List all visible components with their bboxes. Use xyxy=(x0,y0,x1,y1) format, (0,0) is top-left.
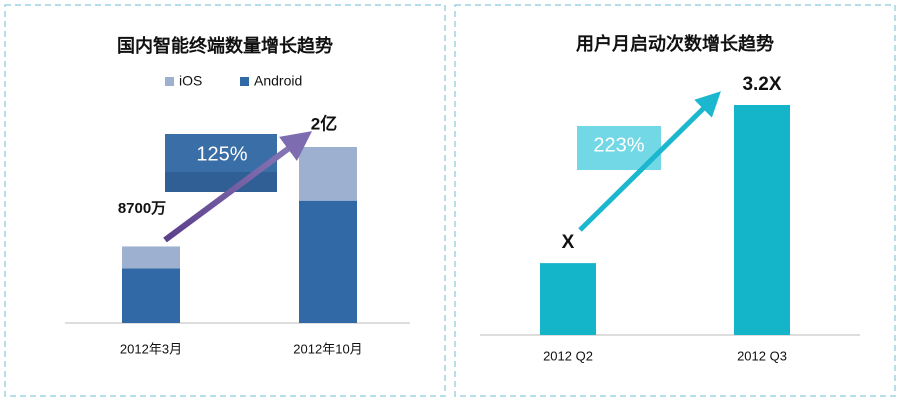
panel-border xyxy=(4,4,446,397)
bar xyxy=(734,105,790,335)
panel-border xyxy=(454,4,896,397)
total-label: 2亿 xyxy=(311,113,337,133)
bar-segment xyxy=(299,200,357,323)
annotation-text: 125% xyxy=(196,143,247,165)
bar-segment xyxy=(122,246,180,269)
legend-label: Android xyxy=(254,73,302,89)
legend-swatch xyxy=(240,77,249,86)
annotation-box-top xyxy=(165,134,277,172)
x-tick-label: 2012年10月 xyxy=(293,341,362,356)
x-tick-label: 2012 Q3 xyxy=(737,348,787,363)
legend-swatch xyxy=(165,77,174,86)
x-tick-label: 2012年3月 xyxy=(120,341,182,356)
bar-segment xyxy=(299,147,357,201)
bar xyxy=(540,263,596,335)
chart-title: 国内智能终端数量增长趋势 xyxy=(117,35,333,56)
total-label: 8700万 xyxy=(118,200,166,217)
value-label: X xyxy=(562,232,575,253)
value-label: 3.2X xyxy=(742,74,781,95)
growth-arrow xyxy=(163,131,313,243)
legend-label: iOS xyxy=(179,73,202,89)
x-tick-label: 2012 Q2 xyxy=(543,348,593,363)
growth-arrow xyxy=(578,91,721,232)
bar-segment xyxy=(122,268,180,323)
annotation-text: 223% xyxy=(593,134,644,156)
chart-title: 用户月启动次数增长趋势 xyxy=(576,33,774,54)
